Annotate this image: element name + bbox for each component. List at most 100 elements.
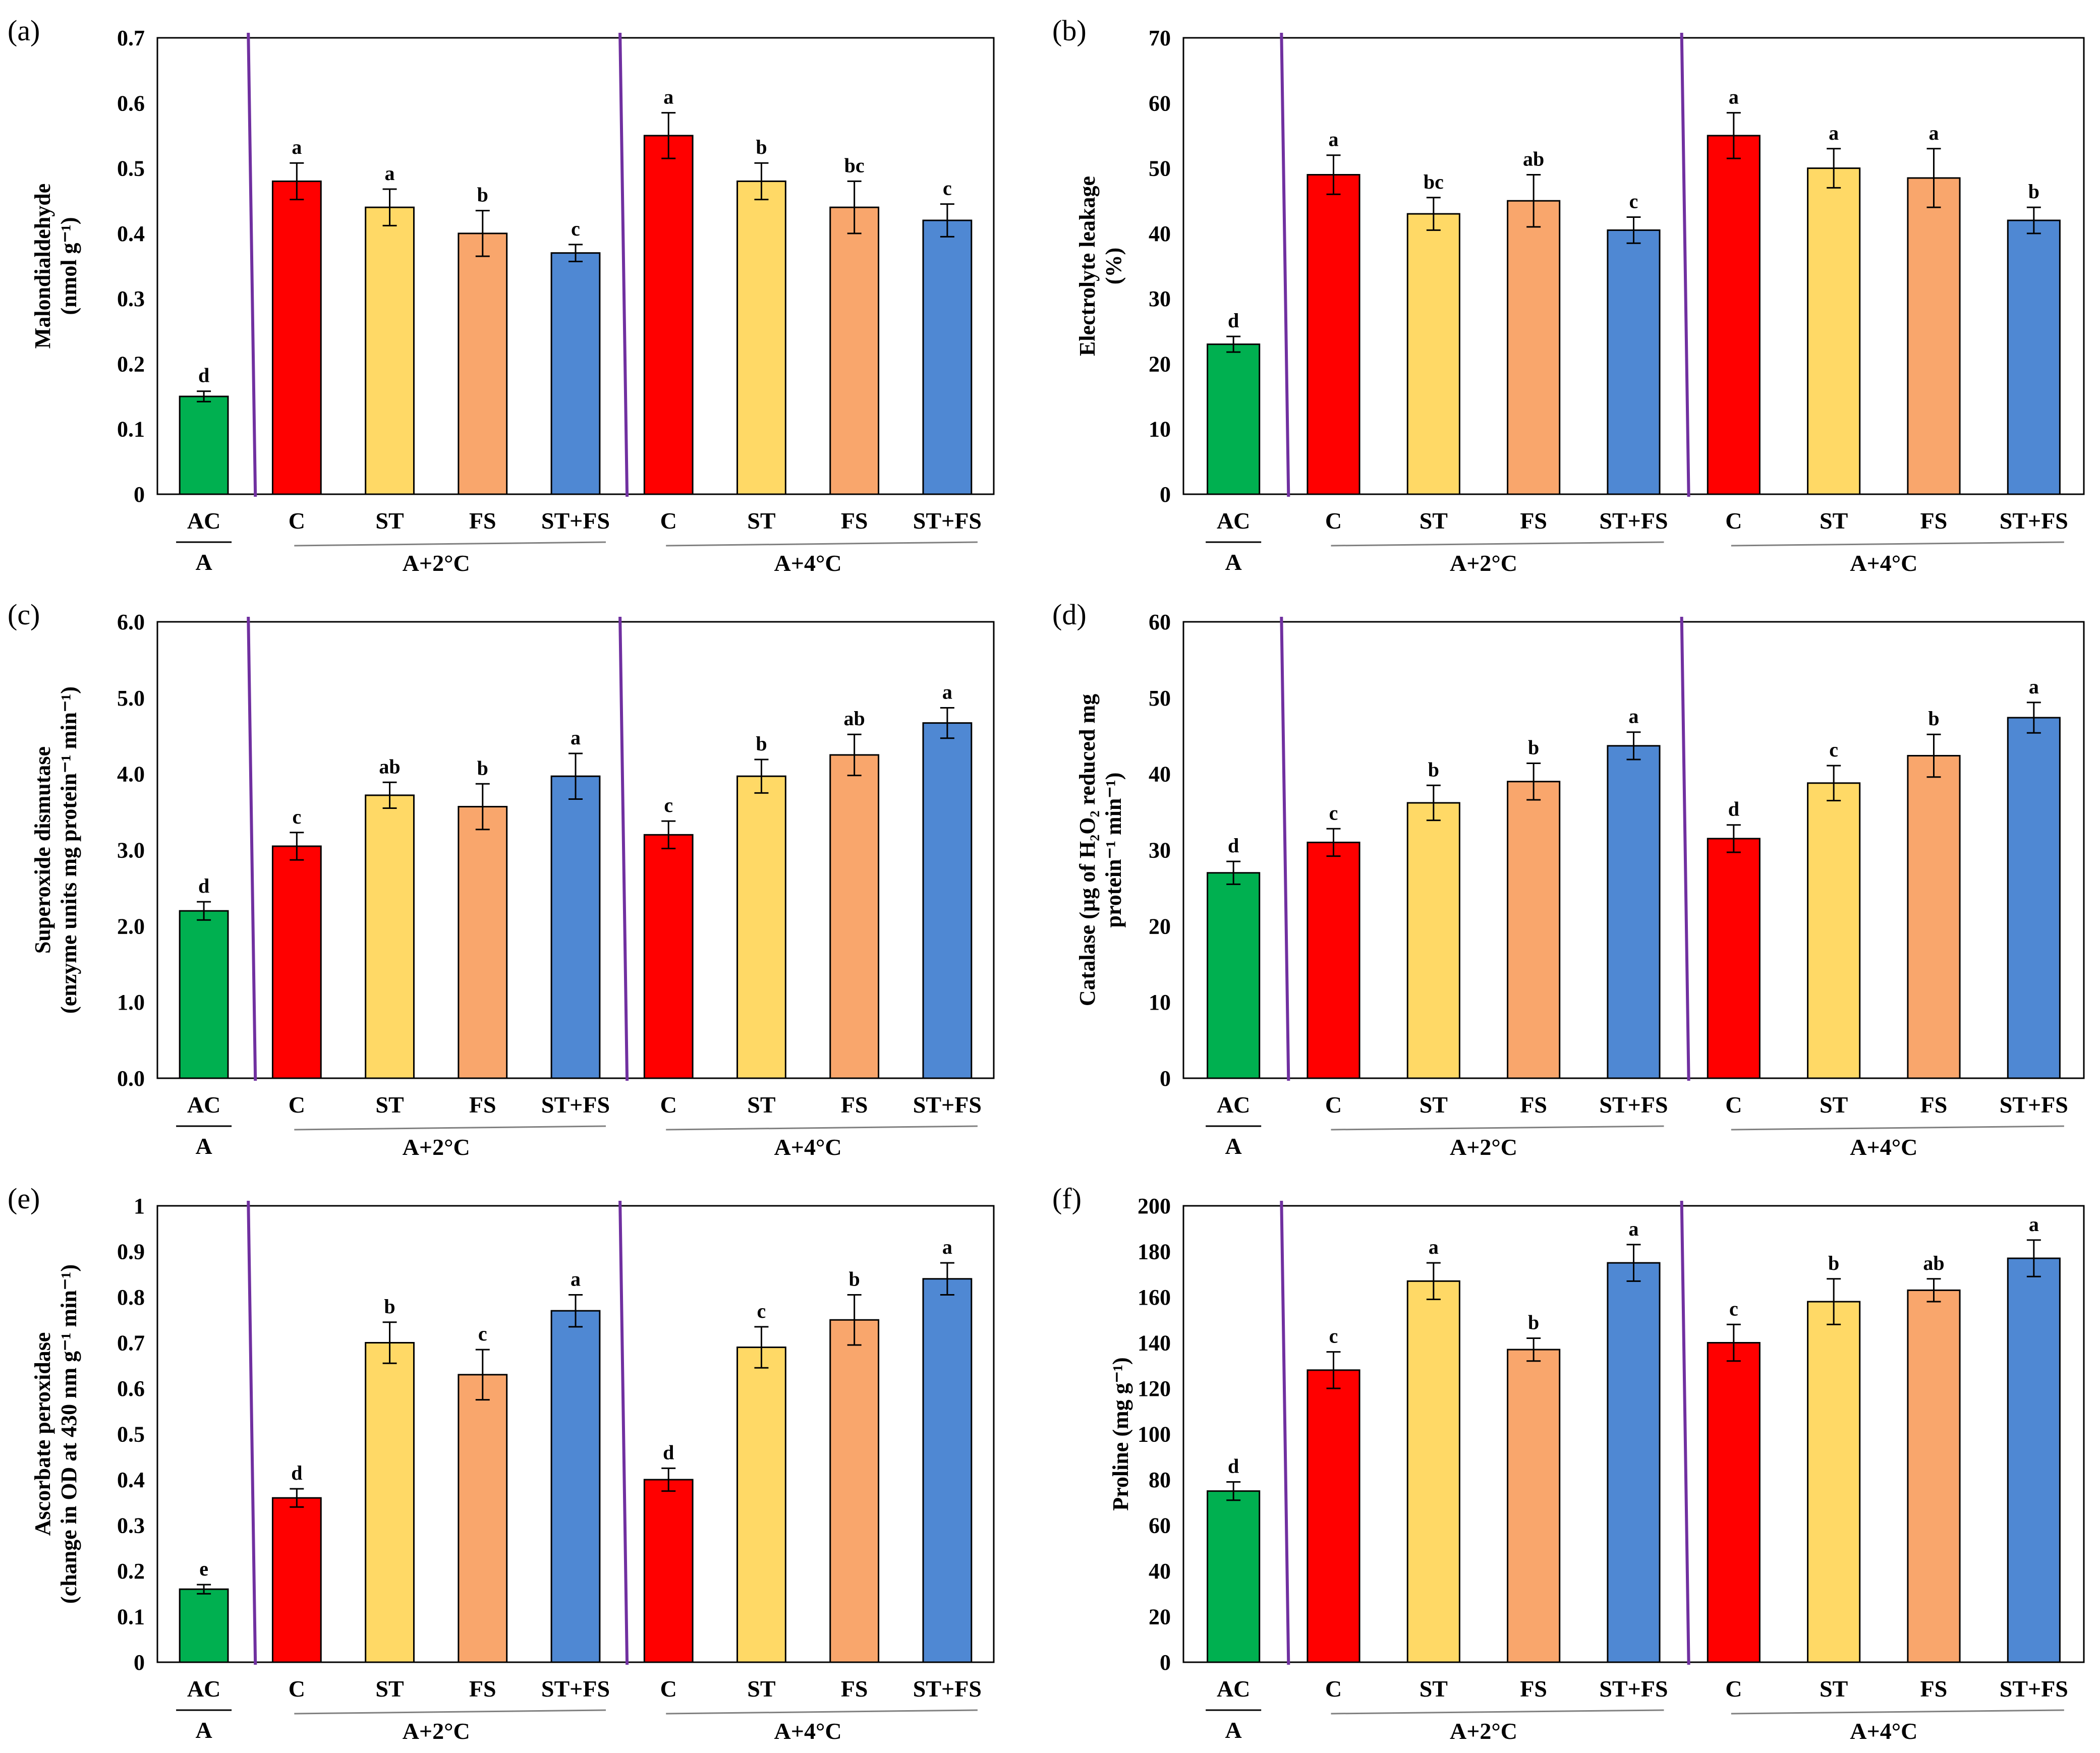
- y-tick-label: 140: [1138, 1331, 1171, 1356]
- y-tick-label: 120: [1138, 1376, 1171, 1401]
- x-tick-label: C: [660, 508, 677, 534]
- y-tick-label: 20: [1149, 1605, 1171, 1629]
- chart-panel: (f) Proline (mg g⁻¹) 0 20 40 60 80 100 120 140 160…: [1052, 1182, 2085, 1744]
- group-label: A+4°C: [1850, 550, 1917, 576]
- significance-letter: b: [756, 732, 767, 755]
- bar: [1207, 1490, 1261, 1663]
- bar: [365, 206, 415, 495]
- bar: [179, 1588, 229, 1663]
- y-tick-label: 0.1: [117, 417, 145, 442]
- y-tick-label: 1: [134, 1194, 145, 1218]
- bar: [179, 395, 229, 495]
- significance-letter: d: [1228, 1455, 1239, 1478]
- significance-letter: c: [478, 1322, 487, 1345]
- bar: [1307, 1369, 1360, 1663]
- bar: [1807, 782, 1861, 1079]
- bar: [1207, 343, 1261, 495]
- bar: [1307, 841, 1360, 1079]
- chart-panel: (a) Malondialdehyde (nmol g⁻¹) 0 0.1 0.2 0.3 0.…: [8, 14, 995, 576]
- bar: [458, 1374, 508, 1663]
- y-axis-label: (nmol g⁻¹): [56, 217, 81, 315]
- significance-letter: e: [199, 1557, 208, 1580]
- bar: [365, 794, 415, 1079]
- significance-letter: ab: [1523, 148, 1544, 170]
- y-tick-label: 0.6: [117, 91, 145, 115]
- significance-letter: b: [384, 1295, 395, 1318]
- significance-letter: bc: [1424, 170, 1444, 193]
- significance-letter: c: [1829, 738, 1838, 761]
- x-tick-label: C: [1325, 1092, 1342, 1118]
- significance-letter: d: [198, 874, 209, 897]
- group-divider: [1680, 616, 1690, 1081]
- significance-letter: b: [1928, 707, 1939, 730]
- x-tick-label: ST: [375, 1676, 404, 1702]
- bar: [458, 806, 508, 1079]
- x-tick-label: ST+FS: [2000, 1676, 2068, 1702]
- significance-letter: d: [1228, 309, 1239, 332]
- y-tick-label: 0.4: [117, 1468, 145, 1492]
- x-tick-label: ST: [1820, 1092, 1848, 1118]
- group-label: A: [1225, 1133, 1242, 1159]
- significance-letter: d: [663, 1441, 674, 1464]
- group-underline: [666, 1709, 978, 1715]
- x-tick-label: AC: [187, 1092, 220, 1118]
- significance-letter: b: [849, 1267, 860, 1290]
- x-tick-label: C: [660, 1092, 677, 1118]
- x-tick-label: ST: [1820, 508, 1848, 534]
- y-tick-label: 100: [1138, 1422, 1171, 1447]
- bar: [271, 1497, 322, 1663]
- x-tick-label: ST: [1420, 1676, 1448, 1702]
- x-tick-label: FS: [1520, 1092, 1547, 1118]
- panel-label: (d): [1052, 598, 1087, 631]
- group-divider: [1280, 32, 1290, 497]
- significance-letter: c: [664, 794, 673, 816]
- x-tick-label: AC: [187, 508, 220, 534]
- x-tick-label: FS: [469, 1092, 496, 1118]
- x-tick-label: ST: [1420, 508, 1448, 534]
- group-label: A: [1225, 549, 1242, 575]
- significance-letter: c: [571, 217, 580, 240]
- chart-panel: (e) Ascorbate peroxidase (change in OD at …: [8, 1182, 995, 1744]
- x-tick-label: C: [1725, 1676, 1742, 1702]
- x-tick-label: ST+FS: [2000, 1092, 2068, 1118]
- significance-letter: b: [756, 136, 767, 158]
- y-tick-label: 0.9: [117, 1240, 145, 1264]
- bar: [1307, 174, 1360, 495]
- x-tick-label: ST+FS: [913, 508, 982, 534]
- x-tick-label: C: [289, 1676, 305, 1702]
- x-tick-label: ST+FS: [541, 508, 610, 534]
- y-tick-label: 0: [134, 1650, 145, 1675]
- group-label: A+4°C: [774, 1134, 842, 1160]
- group-underline: [1331, 1709, 1664, 1715]
- x-tick-label: C: [1325, 1676, 1342, 1702]
- y-tick-label: 0.3: [117, 1513, 145, 1538]
- group-divider: [618, 1200, 629, 1665]
- x-tick-label: FS: [1520, 1676, 1547, 1702]
- y-tick-label: 0: [1160, 1066, 1171, 1091]
- significance-letter: a: [1729, 86, 1739, 108]
- x-tick-label: FS: [1920, 508, 1948, 534]
- bar: [1406, 1280, 1460, 1663]
- panel-label: (f): [1052, 1182, 1082, 1215]
- bar: [1907, 177, 1961, 495]
- group-divider: [1280, 1200, 1290, 1665]
- plot-frame: [156, 621, 995, 1079]
- x-tick-label: ST: [1820, 1676, 1848, 1702]
- bar: [1607, 1262, 1661, 1663]
- y-tick-label: 40: [1149, 762, 1171, 787]
- y-axis-label: Malondialdehyde: [30, 184, 55, 349]
- x-tick-label: C: [1725, 508, 1742, 534]
- bar: [1607, 229, 1661, 495]
- plot-frame: [1182, 1205, 2085, 1663]
- y-tick-label: 5.0: [117, 686, 145, 711]
- significance-letter: a: [1629, 1217, 1639, 1240]
- significance-letter: b: [1428, 758, 1439, 781]
- y-tick-label: 6.0: [117, 610, 145, 634]
- x-tick-label: ST+FS: [541, 1676, 610, 1702]
- y-tick-label: 0: [134, 482, 145, 507]
- x-tick-label: ST: [1420, 1092, 1448, 1118]
- bar: [550, 1310, 601, 1663]
- chart-panel: (b) Electrolyte leakage (%) 0 10 20 30 40 50 60 70…: [1052, 14, 2085, 576]
- group-label: A+2°C: [1450, 1718, 1517, 1744]
- significance-letter: a: [942, 1236, 952, 1258]
